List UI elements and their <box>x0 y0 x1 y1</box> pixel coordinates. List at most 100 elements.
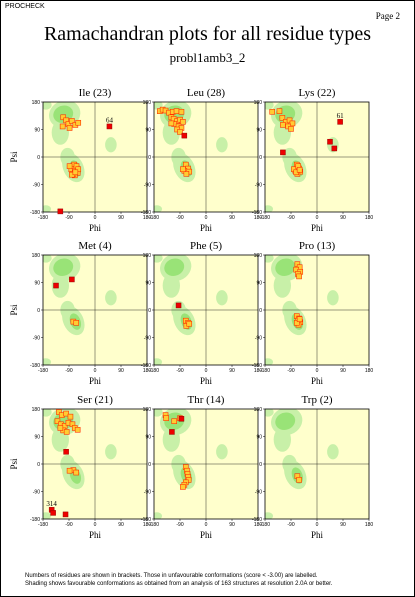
x-tick-label: -180 <box>260 215 270 221</box>
x-tick-label: 0 <box>316 522 319 528</box>
x-tick-label: 0 <box>205 368 208 374</box>
x-axis-label: Phi <box>200 530 213 540</box>
favourable-regions <box>43 255 117 365</box>
x-axis-label: Phi <box>200 223 213 233</box>
plot-panel: Phe (5) -180 -90 0 90 180 180 90 0 -90 -180 Phi <box>141 240 262 386</box>
favourable-region-core <box>164 258 185 276</box>
y-axis-label: Psi <box>9 151 19 163</box>
residue-point <box>180 119 186 125</box>
residue-point <box>66 467 73 474</box>
unfavourable-point <box>69 276 75 283</box>
y-tick-label: 0 <box>259 155 262 161</box>
plot-panel: Pro (13) -180 -90 0 90 180 180 90 0 -90 -180 Phi <box>252 240 373 386</box>
plot-panel: Thr (14) -180 -90 0 90 180 180 90 0 -90 -180 Phi <box>141 394 262 540</box>
y-tick-label: -180 <box>252 517 262 523</box>
x-tick-label: -90 <box>65 215 72 221</box>
y-axis-label: Psi <box>9 458 19 470</box>
y-tick-label: -180 <box>141 210 151 216</box>
x-tick-label: -180 <box>149 522 159 528</box>
favourable-region-light <box>154 255 163 263</box>
residue-point <box>75 166 82 173</box>
unfavourable-point <box>337 119 343 125</box>
unfavourable-point <box>169 429 175 435</box>
plot-panel: Ile (23) -180 -90 0 90 180 180 90 0 -90 -180 Phi Psi… <box>9 87 151 233</box>
favourable-region-light <box>105 290 117 306</box>
y-tick-label: 90 <box>34 128 40 134</box>
y-tick-label: 0 <box>148 462 151 468</box>
y-tick-label: 0 <box>37 462 40 468</box>
favourable-region-core <box>275 258 296 276</box>
favourable-region-core <box>53 258 74 276</box>
residue-point <box>293 320 300 326</box>
residue-point <box>73 320 80 326</box>
y-tick-label: 90 <box>145 128 151 134</box>
x-tick-label: 180 <box>254 522 263 528</box>
residue-point <box>280 122 286 128</box>
x-axis-label: Phi <box>89 376 102 386</box>
residue-point <box>178 108 185 115</box>
x-tick-label: 0 <box>205 522 208 528</box>
unfavourable-point <box>175 302 182 309</box>
favourable-region-light <box>265 512 274 519</box>
x-axis-label: Phi <box>311 530 324 540</box>
y-tick-label: -180 <box>252 363 262 369</box>
favourable-region-light <box>105 444 117 460</box>
y-tick-label: -180 <box>30 517 40 523</box>
residue-point <box>168 120 175 127</box>
page-title: Ramachandran plots for all residue types <box>43 23 372 45</box>
plot-title: Ile (23) <box>79 87 112 99</box>
y-tick-label: 180 <box>143 253 152 259</box>
unfavourable-point <box>327 138 333 145</box>
residue-point <box>72 169 79 176</box>
plot-title: Met (4) <box>78 240 112 252</box>
plot-title: Phe (5) <box>190 240 222 252</box>
plot-panel: Leu (28) -180 -90 0 90 180 180 90 0 -90 -180 Phi <box>141 87 262 233</box>
x-tick-label: 0 <box>316 215 319 221</box>
residue-point <box>279 115 286 121</box>
favourable-region-light <box>265 205 274 212</box>
residue-point <box>186 320 193 327</box>
unfavourable-point-label: 61 <box>337 112 345 120</box>
program-name: PROCHECK <box>5 3 45 10</box>
x-tick-label: -180 <box>260 368 270 374</box>
y-tick-label: 0 <box>259 308 262 314</box>
x-axis-label: Phi <box>89 223 102 233</box>
x-tick-label: 180 <box>254 215 263 221</box>
x-tick-label: 0 <box>316 368 319 374</box>
x-tick-label: -90 <box>287 368 294 374</box>
plot-title: Lys (22) <box>299 87 336 99</box>
unfavourable-point <box>331 145 338 152</box>
x-tick-label: -90 <box>65 368 72 374</box>
favourable-region-light <box>154 512 163 519</box>
y-tick-label: 180 <box>254 253 263 259</box>
x-axis-label: Phi <box>311 223 324 233</box>
residue-point <box>56 409 62 415</box>
y-tick-label: 180 <box>254 407 263 413</box>
x-tick-label: -180 <box>38 215 48 221</box>
unfavourable-point <box>62 511 69 518</box>
x-tick-label: 90 <box>229 215 235 221</box>
x-tick-label: -90 <box>176 522 183 528</box>
residue-point <box>289 120 296 127</box>
favourable-region-core <box>275 412 296 430</box>
y-tick-label: 90 <box>256 281 262 287</box>
unfavourable-point-label: 64 <box>106 116 114 124</box>
residue-point <box>163 415 169 421</box>
x-tick-label: -180 <box>260 522 270 528</box>
x-tick-label: 180 <box>254 368 263 374</box>
x-tick-label: 90 <box>340 368 346 374</box>
x-tick-label: 180 <box>143 368 152 374</box>
favourable-region-light <box>154 409 163 417</box>
x-tick-label: 180 <box>365 215 374 221</box>
residue-point <box>296 167 303 173</box>
residue-point <box>286 117 293 124</box>
x-tick-label: 180 <box>143 522 152 528</box>
favourable-region-light <box>51 273 69 298</box>
favourable-region-light <box>265 409 274 417</box>
plot-panel: Lys (22) -180 -90 0 90 180 180 90 0 -90 -180 Phi 61 <box>252 87 373 233</box>
plot-title: Pro (13) <box>299 240 336 252</box>
y-tick-label: 180 <box>32 407 41 413</box>
favourable-region-light <box>43 255 52 263</box>
x-tick-label: -90 <box>65 522 72 528</box>
